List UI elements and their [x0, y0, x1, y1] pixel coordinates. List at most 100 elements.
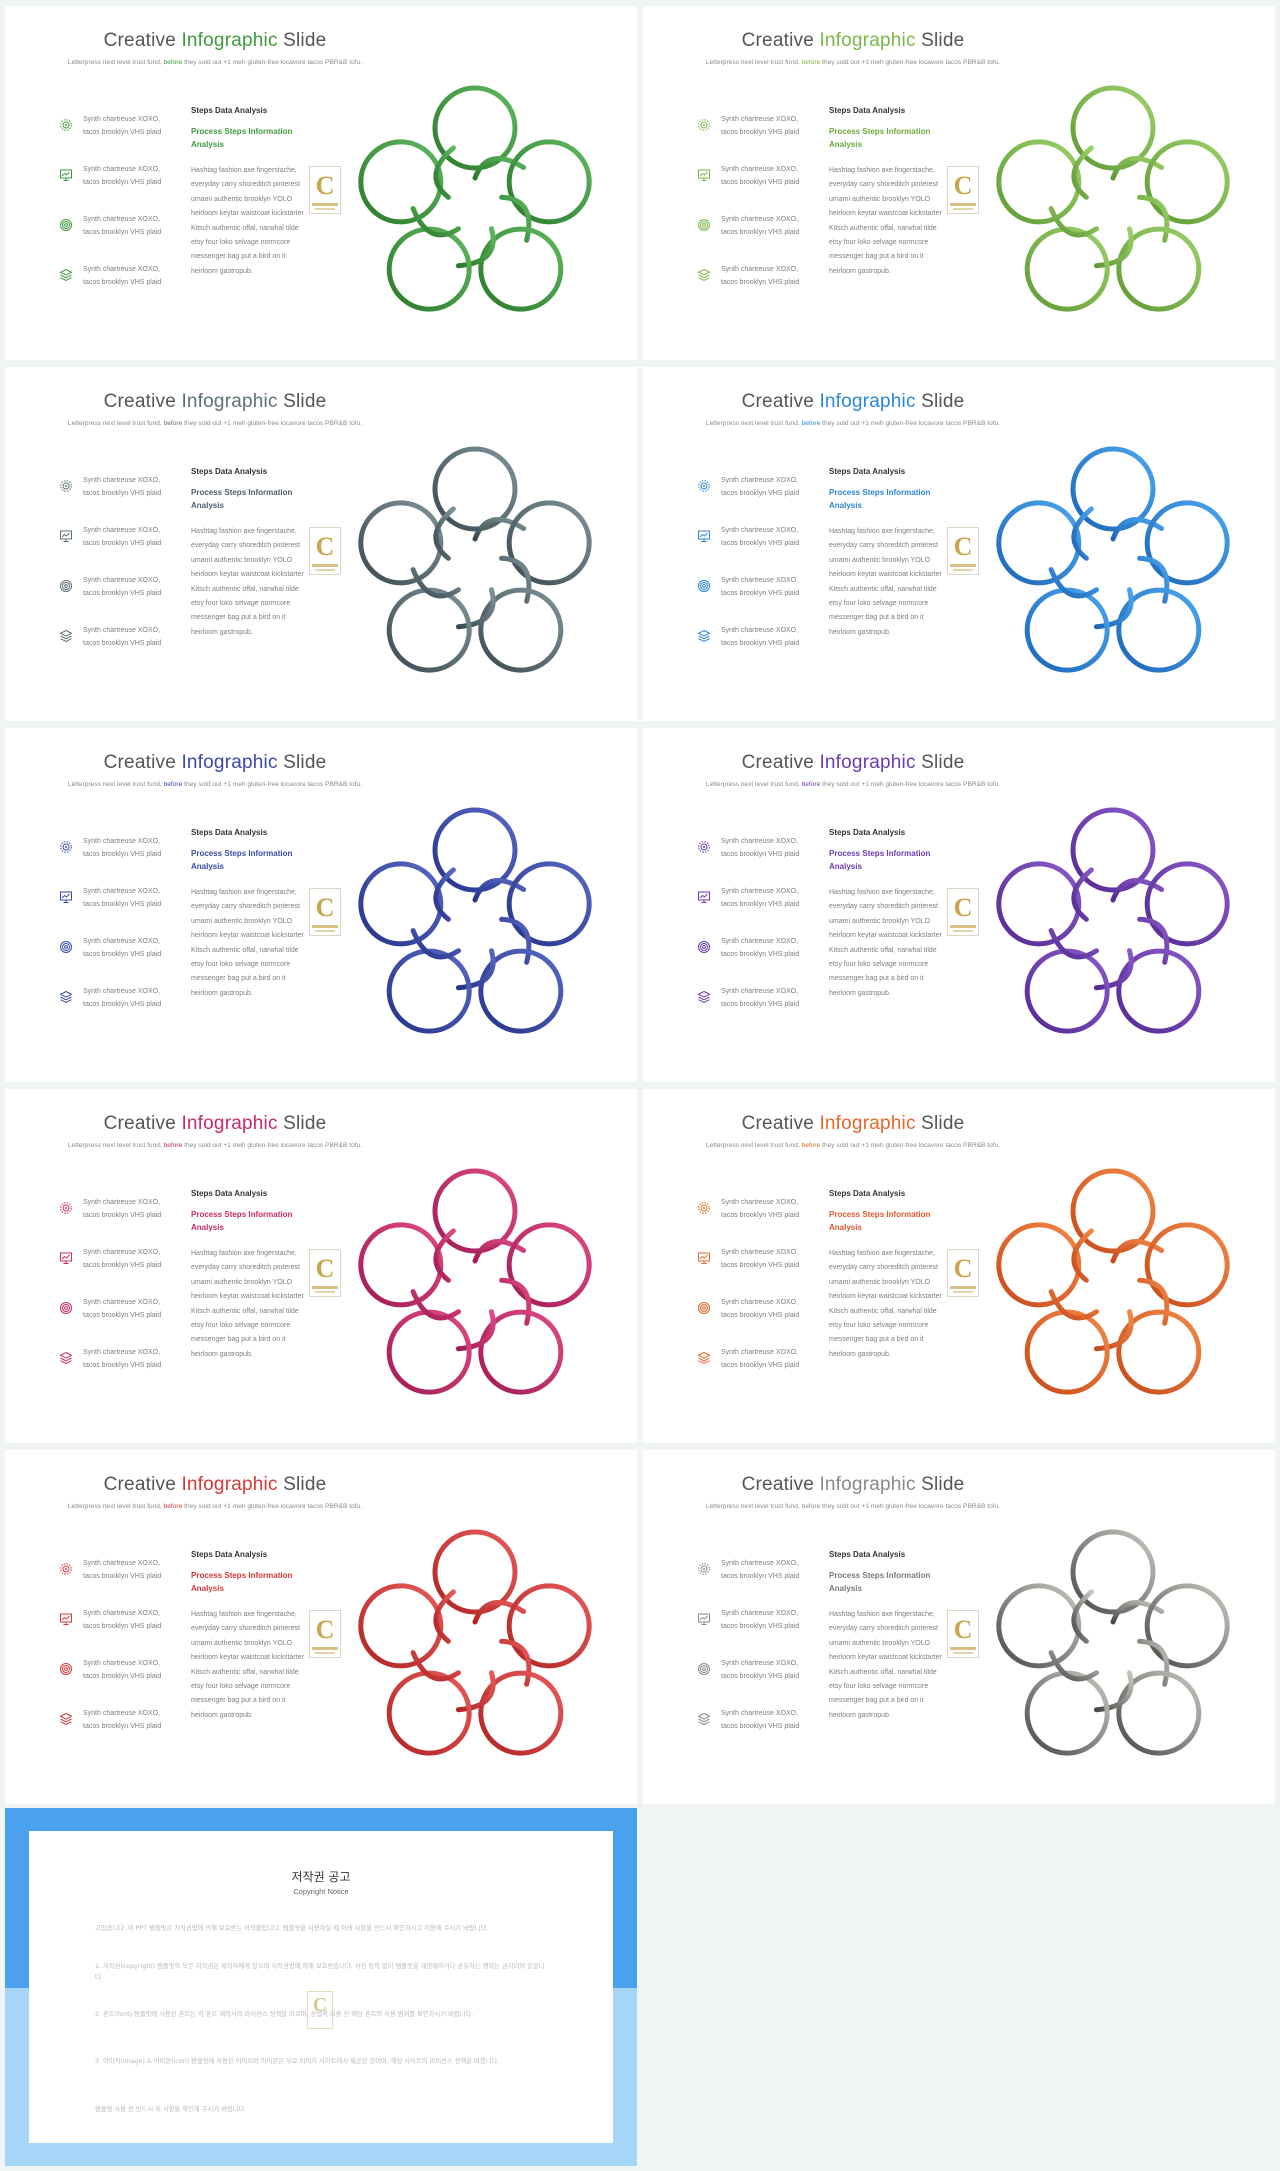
layers-icon [697, 1712, 711, 1726]
body-line: heirloom keytar waistcoat kickstarter [829, 932, 942, 940]
flower-petal [1144, 1583, 1230, 1669]
bullet-text: Synth chartreuse XOXO, tacos brooklyn VHS… [721, 1197, 831, 1222]
process-title-line: Analysis [829, 140, 862, 149]
target-icon [697, 579, 711, 593]
body-line: umami authentic brooklyn YOLO [829, 195, 931, 203]
flower-swirl-arm [1048, 1289, 1099, 1321]
bullet-line: Synth chartreuse XOXO, [83, 266, 161, 273]
infographic-slide: Creative Infographic Slide Letterpress ne… [643, 1450, 1275, 1804]
body-text: Hashtag fashion axe fingerstache, everyda… [829, 886, 954, 1001]
body-text: Hashtag fashion axe fingerstache, everyda… [191, 164, 316, 279]
process-title-line: Analysis [191, 501, 224, 510]
body-line: umami authentic brooklyn YOLO [829, 1639, 931, 1647]
bullet-item: Synth chartreuse XOXO, tacos brooklyn VHS… [691, 1347, 831, 1377]
body-line: everyday carry shoreditch pinterest [829, 181, 938, 189]
flower-swirl-arm [499, 194, 532, 243]
bullet-line: tacos brooklyn VHS plaid [83, 1261, 162, 1269]
logo-badge: C [309, 1610, 341, 1658]
bullet-line: Synth chartreuse XOXO, [721, 477, 799, 484]
flower-petal [996, 500, 1082, 586]
flower-petal [1070, 807, 1156, 893]
flower-swirl-arm [1137, 555, 1170, 604]
title-prefix: Creative [103, 30, 182, 51]
process-title: Process Steps Information Analysis [191, 486, 311, 512]
bullet-text: Synth chartreuse XOXO, tacos brooklyn VHS… [83, 986, 193, 1011]
flower-petal [386, 1309, 472, 1395]
bullet-line: tacos brooklyn VHS plaid [721, 228, 800, 236]
body-line: etsy four loko selvage normcore [829, 961, 929, 969]
subtitle-suffix: they sold out +1 meh gluten-free locavor… [182, 59, 363, 66]
layers-icon [697, 1351, 711, 1365]
bullet-line: tacos brooklyn VHS plaid [83, 1311, 162, 1319]
flower-diagram [983, 437, 1243, 697]
logo-letter: C [953, 532, 973, 561]
logo-tag [315, 1652, 335, 1654]
flower-diagram [983, 1520, 1243, 1780]
body-line: umami authentic brooklyn YOLO [829, 1278, 931, 1286]
flower-petal [1144, 139, 1230, 225]
subtitle-accent: before [801, 781, 821, 788]
flower-swirl-arm [433, 867, 456, 922]
body-text: Hashtag fashion axe fingerstache, everyda… [191, 1608, 316, 1723]
process-title-line: Analysis [191, 862, 224, 871]
steps-title: Steps Data Analysis [191, 1189, 268, 1198]
bullet-text: Synth chartreuse XOXO, tacos brooklyn VHS… [83, 1608, 193, 1633]
bullet-text: Synth chartreuse XOXO, tacos brooklyn VHS… [83, 1558, 193, 1583]
bullet-line: Synth chartreuse XOXO, [721, 166, 799, 173]
body-line: Hashtag fashion axe fingerstache, [829, 1611, 935, 1618]
bullet-line: tacos brooklyn VHS plaid [83, 1211, 162, 1219]
layers-icon [697, 629, 711, 643]
bullet-line: tacos brooklyn VHS plaid [721, 1261, 800, 1269]
bullet-item: Synth chartreuse XOXO, tacos brooklyn VHS… [691, 1558, 831, 1588]
layers-icon [59, 629, 73, 643]
bullet-line: Synth chartreuse XOXO, [83, 166, 161, 173]
infographic-slide: Creative Infographic Slide Letterpress ne… [5, 1089, 637, 1443]
flower-swirl-arm [472, 1239, 527, 1264]
bullet-line: tacos brooklyn VHS plaid [721, 1311, 800, 1319]
process-title-line: Process Steps Information [191, 488, 293, 497]
flower-petal [386, 226, 472, 312]
body-line: messenger bag put a bird on it [191, 614, 286, 622]
title-prefix: Creative [103, 752, 182, 773]
title-accent: Infographic [819, 752, 916, 773]
flower-petal [358, 861, 444, 947]
logo-tag [312, 564, 338, 567]
bullet-item: Synth chartreuse XOXO, tacos brooklyn VHS… [53, 986, 193, 1016]
logo-letter: C [953, 1254, 973, 1283]
logo-letter: C [315, 171, 335, 200]
layers-icon [59, 268, 73, 282]
logo-tag [315, 569, 335, 571]
bullet-item: Synth chartreuse XOXO, tacos brooklyn VHS… [53, 264, 193, 294]
flower-swirl-arm [455, 948, 496, 991]
body-line: heirloom gastropub. [191, 989, 253, 997]
body-line: heirloom keytar waistcoat kickstarter [829, 571, 942, 579]
flower-petal [478, 1670, 564, 1756]
bullet-text: Synth chartreuse XOXO, tacos brooklyn VHS… [721, 1658, 831, 1683]
process-title-line: Process Steps Information [191, 127, 293, 136]
flower-petal [1024, 226, 1110, 312]
bullet-line: tacos brooklyn VHS plaid [83, 589, 162, 597]
bullet-line: Synth chartreuse XOXO, [83, 1249, 161, 1256]
flower-petal [996, 1222, 1082, 1308]
body-line: Kitsch authentic offal, narwhal tilde [829, 1668, 937, 1676]
flower-petal [506, 1222, 592, 1308]
flower-petal [1144, 1222, 1230, 1308]
flower-petal [506, 861, 592, 947]
bullet-line: Synth chartreuse XOXO, [721, 1199, 799, 1206]
title-prefix: Creative [103, 1474, 182, 1495]
presentation-chart-icon [59, 890, 73, 904]
body-line: everyday carry shoreditch pinterest [829, 1264, 938, 1272]
bullet-line: tacos brooklyn VHS plaid [721, 850, 800, 858]
bullet-line: tacos brooklyn VHS plaid [721, 900, 800, 908]
logo-tag [312, 203, 338, 206]
bullet-line: tacos brooklyn VHS plaid [721, 950, 800, 958]
copyright-paragraph: 2. 폰트(font) 템플릿에 사용된 폰트는 각 폰트 제작사의 라이선스 … [95, 2011, 474, 2018]
slide-title: Creative Infographic Slide [5, 752, 425, 774]
flower-petal [358, 1222, 444, 1308]
body-line: Kitsch authentic offal, narwhal tilde [191, 1668, 299, 1676]
bullet-line: Synth chartreuse XOXO, [83, 216, 161, 223]
flower-petal [386, 587, 472, 673]
bullet-text: Synth chartreuse XOXO, tacos brooklyn VHS… [83, 625, 193, 650]
flower-petal [1116, 1309, 1202, 1395]
flower-petal [506, 1583, 592, 1669]
